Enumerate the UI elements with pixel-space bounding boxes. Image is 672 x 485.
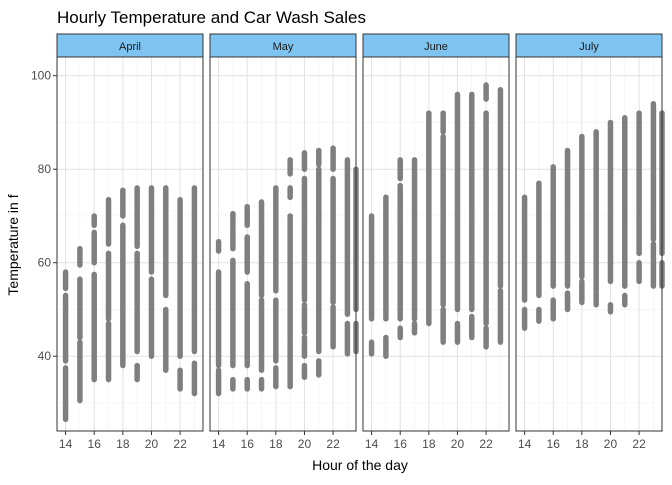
panel-border bbox=[515, 56, 663, 432]
x-tick-label: 16 bbox=[394, 437, 408, 451]
facet-strip-label: July bbox=[579, 41, 599, 53]
facet-panel-june: June 14 16 18 20 22 bbox=[362, 33, 510, 451]
facet-panel-may: May 14 16 18 20 22 bbox=[209, 33, 359, 451]
x-tick-label: 20 bbox=[145, 437, 159, 451]
x-tick-label: 18 bbox=[269, 437, 283, 451]
x-tick-label: 16 bbox=[88, 437, 102, 451]
x-tick-label: 14 bbox=[212, 437, 226, 451]
x-tick-label: 16 bbox=[547, 437, 561, 451]
panel-border bbox=[362, 56, 510, 432]
x-axis-label: Hour of the day bbox=[312, 457, 408, 473]
x-tick-label: 22 bbox=[326, 437, 340, 451]
x-tick-label: 14 bbox=[518, 437, 532, 451]
y-axis-label: Temperature in f bbox=[5, 194, 21, 295]
x-tick-label: 20 bbox=[451, 437, 465, 451]
facet-strip-label: May bbox=[273, 41, 294, 53]
chart-title: Hourly Temperature and Car Wash Sales bbox=[57, 8, 366, 27]
y-tick-label: 40 bbox=[38, 349, 52, 363]
x-tick-label: 22 bbox=[479, 437, 493, 451]
y-tick-label: 100 bbox=[31, 69, 51, 83]
y-tick-label: 60 bbox=[38, 256, 52, 270]
x-tick-label: 14 bbox=[59, 437, 73, 451]
x-tick-label: 14 bbox=[365, 437, 379, 451]
panel-border bbox=[56, 56, 204, 432]
x-tick-label: 18 bbox=[575, 437, 589, 451]
facet-strip-label: June bbox=[424, 41, 448, 53]
y-tick-label: 80 bbox=[38, 162, 52, 176]
x-tick-label: 20 bbox=[298, 437, 312, 451]
x-tick-label: 20 bbox=[604, 437, 618, 451]
facet-strip-label: April bbox=[119, 41, 141, 53]
x-tick-label: 18 bbox=[116, 437, 130, 451]
panel-border bbox=[209, 56, 357, 432]
facet-panel-april: April 14 16 18 20 22 bbox=[56, 33, 204, 451]
x-tick-label: 18 bbox=[422, 437, 436, 451]
x-tick-label: 16 bbox=[241, 437, 255, 451]
facet-panel-july: July 14 16 18 20 22 bbox=[515, 33, 665, 451]
x-tick-label: 22 bbox=[173, 437, 187, 451]
x-tick-label: 22 bbox=[632, 437, 646, 451]
